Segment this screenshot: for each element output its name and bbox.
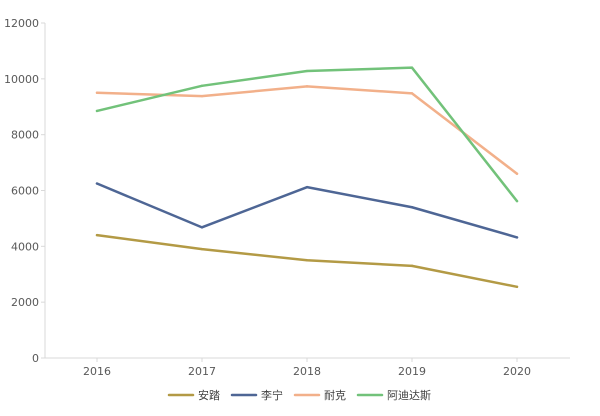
x-tick-label: 2020 bbox=[503, 365, 531, 378]
y-tick-label: 12000 bbox=[4, 17, 39, 30]
data-point bbox=[410, 66, 414, 69]
legend-label: 安踏 bbox=[198, 388, 220, 402]
legend-label: 李宁 bbox=[261, 388, 283, 402]
data-point bbox=[305, 259, 309, 262]
y-tick-label: 8000 bbox=[11, 129, 39, 142]
legend-item-2: 李宁 bbox=[230, 388, 283, 402]
axes: 0 2000 4000 6000 8000 10000 12000 2016 2017 2018 2… bbox=[4, 17, 570, 378]
series-line-2 bbox=[95, 182, 519, 239]
data-point bbox=[410, 206, 414, 209]
data-point bbox=[95, 182, 99, 185]
data-point bbox=[515, 172, 519, 175]
series-lines bbox=[95, 66, 519, 289]
data-point bbox=[200, 84, 204, 88]
legend-item-3: 耐克 bbox=[293, 389, 346, 402]
legend-label: 耐克 bbox=[324, 389, 346, 402]
data-point bbox=[200, 94, 204, 98]
y-tick-label: 10000 bbox=[4, 73, 39, 86]
data-point bbox=[410, 264, 414, 268]
series-line-3 bbox=[95, 85, 519, 175]
series-line-4 bbox=[95, 66, 519, 203]
data-point bbox=[200, 226, 204, 229]
data-point bbox=[515, 236, 519, 239]
y-tick-label: 0 bbox=[32, 352, 39, 365]
data-point bbox=[515, 285, 519, 289]
legend: 安踏 李宁 耐克 阿迪达斯 bbox=[167, 388, 431, 402]
data-point bbox=[95, 233, 99, 237]
x-tick-label: 2017 bbox=[188, 365, 216, 378]
legend-label: 阿迪达斯 bbox=[387, 389, 431, 402]
x-tick-label: 2019 bbox=[398, 365, 426, 378]
y-tick-label: 6000 bbox=[11, 185, 39, 198]
x-tick-label: 2018 bbox=[293, 365, 321, 378]
data-point bbox=[410, 92, 414, 95]
y-tick-label: 4000 bbox=[11, 240, 39, 253]
data-point bbox=[305, 185, 309, 189]
data-point bbox=[305, 69, 309, 73]
data-point bbox=[515, 199, 519, 203]
legend-item-4: 阿迪达斯 bbox=[356, 389, 431, 402]
data-point bbox=[95, 109, 99, 113]
data-point bbox=[200, 247, 204, 251]
y-tick-label: 2000 bbox=[11, 296, 39, 309]
data-point bbox=[95, 91, 99, 94]
legend-item-1: 安踏 bbox=[167, 388, 220, 402]
data-point bbox=[305, 85, 309, 88]
x-tick-label: 2016 bbox=[83, 365, 111, 378]
